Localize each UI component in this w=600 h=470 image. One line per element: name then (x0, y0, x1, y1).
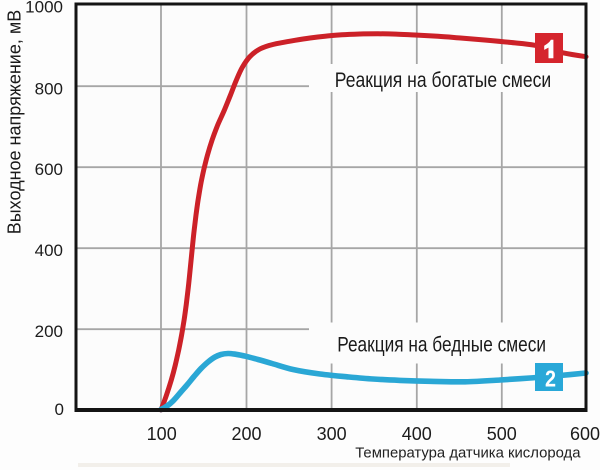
svg-text:Выходное напряжение, мВ: Выходное напряжение, мВ (5, 10, 25, 235)
svg-text:400: 400 (35, 241, 63, 260)
svg-text:400: 400 (402, 424, 432, 444)
svg-text:Температура датчика кислорода: Температура датчика кислорода (355, 445, 581, 462)
svg-text:600: 600 (35, 160, 63, 179)
svg-text:600: 600 (570, 424, 600, 444)
svg-text:Реакция на бедные смеси: Реакция на бедные смеси (337, 333, 546, 357)
svg-text:300: 300 (317, 424, 347, 444)
svg-text:100: 100 (147, 424, 177, 444)
svg-text:200: 200 (231, 424, 261, 444)
svg-text:500: 500 (487, 424, 517, 444)
svg-text:Реакция на богатые смеси: Реакция на богатые смеси (335, 68, 551, 92)
svg-text:1000: 1000 (25, 0, 63, 17)
svg-text:2: 2 (545, 365, 556, 391)
svg-text:200: 200 (35, 322, 63, 341)
svg-text:800: 800 (35, 79, 63, 98)
svg-text:0: 0 (55, 400, 64, 419)
